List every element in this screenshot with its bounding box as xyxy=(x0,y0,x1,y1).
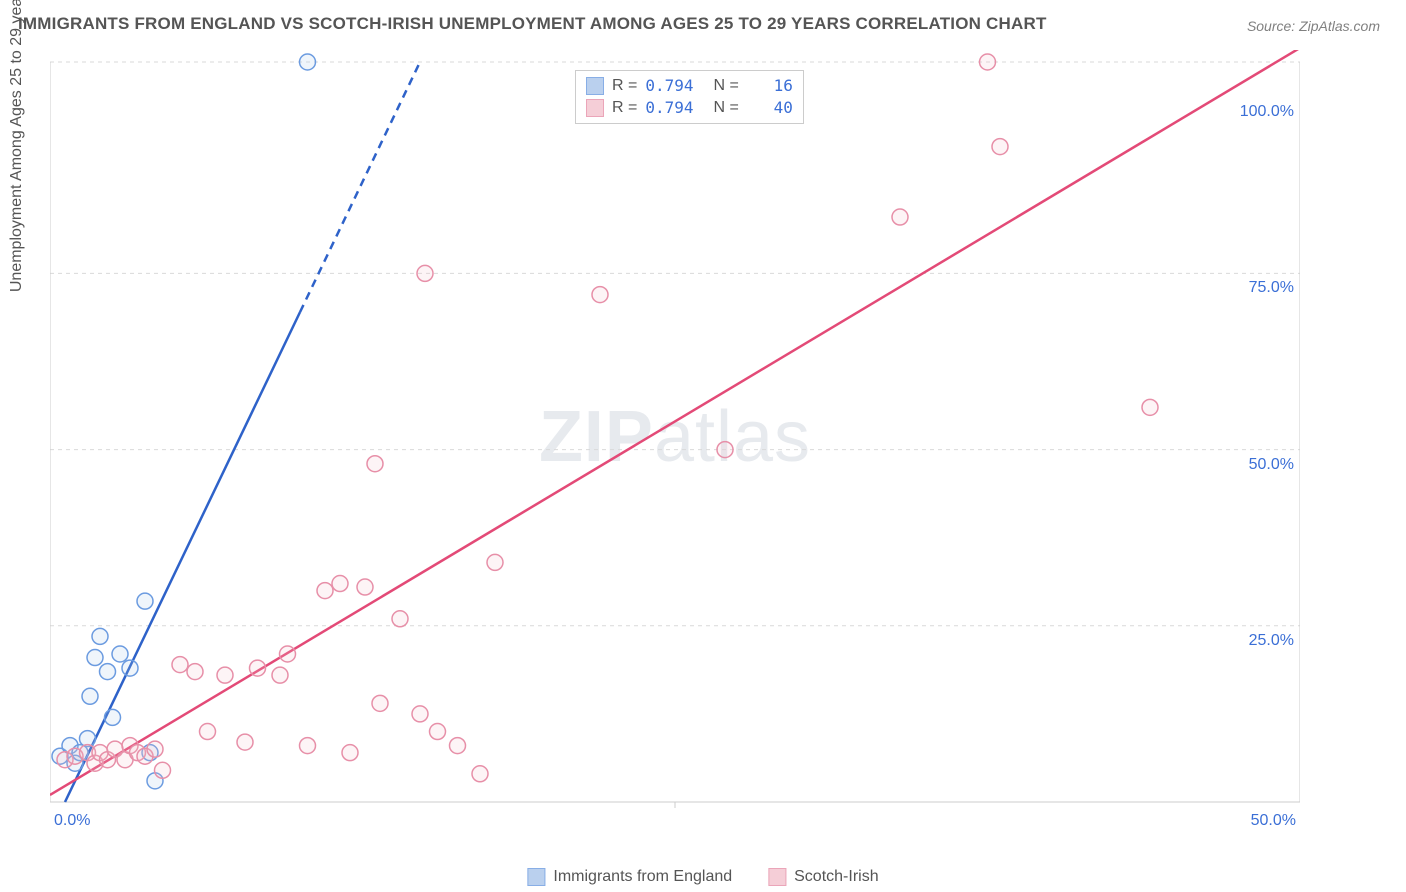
legend-n-label: N = xyxy=(714,97,739,119)
legend-r-value: 0.794 xyxy=(645,75,693,97)
legend-n-label: N = xyxy=(714,75,739,97)
y-tick-label: 25.0% xyxy=(1249,632,1294,650)
legend-r-value: 0.794 xyxy=(645,97,693,119)
legend-swatch xyxy=(768,868,786,886)
legend-item: Scotch-Irish xyxy=(768,868,878,886)
source-value: ZipAtlas.com xyxy=(1299,18,1380,34)
chart-svg xyxy=(50,50,1300,840)
legend-row: R = 0.794 N = 16 xyxy=(586,75,793,97)
legend-series-name: Scotch-Irish xyxy=(794,868,878,886)
source-label: Source: xyxy=(1247,18,1299,34)
legend-r-label: R = xyxy=(612,75,637,97)
legend-correlation: R = 0.794 N = 16 R = 0.794 N = 40 xyxy=(575,70,804,124)
page-title: IMMIGRANTS FROM ENGLAND VS SCOTCH-IRISH … xyxy=(18,14,1047,34)
x-tick-label: 50.0% xyxy=(1251,812,1296,830)
legend-row: R = 0.794 N = 40 xyxy=(586,97,793,119)
legend-item: Immigrants from England xyxy=(527,868,732,886)
y-tick-label: 50.0% xyxy=(1249,456,1294,474)
x-tick-label: 0.0% xyxy=(54,812,90,830)
legend-n-value: 40 xyxy=(747,97,793,119)
chart-area: ZIPatlas R = 0.794N = 16R = 0.794N = 40 … xyxy=(50,50,1300,840)
legend-swatch xyxy=(586,99,604,117)
y-axis-label: Unemployment Among Ages 25 to 29 years xyxy=(8,0,26,292)
legend-series: Immigrants from England Scotch-Irish xyxy=(527,868,878,886)
legend-swatch xyxy=(586,77,604,95)
legend-series-name: Immigrants from England xyxy=(553,868,732,886)
legend-r-label: R = xyxy=(612,97,637,119)
source-credit: Source: ZipAtlas.com xyxy=(1247,18,1380,34)
y-tick-label: 75.0% xyxy=(1249,279,1294,297)
legend-swatch xyxy=(527,868,545,886)
y-tick-label: 100.0% xyxy=(1240,103,1294,121)
legend-n-value: 16 xyxy=(747,75,793,97)
